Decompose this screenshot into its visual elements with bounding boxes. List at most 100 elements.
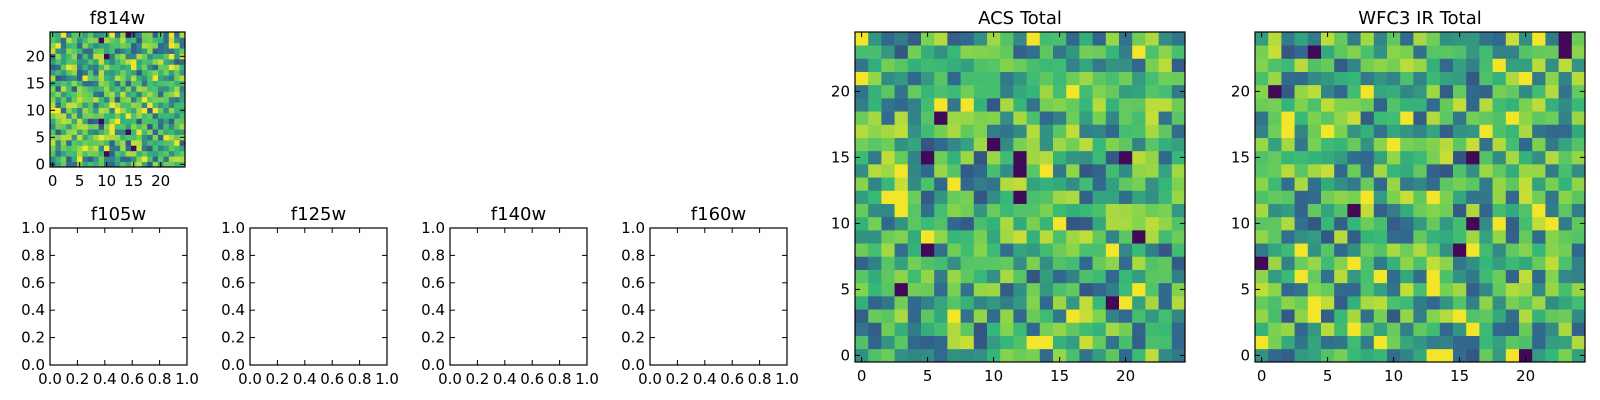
heatmap-cell	[1558, 296, 1573, 310]
heatmap-cell	[1519, 137, 1533, 152]
heatmap-cell	[1532, 322, 1546, 336]
heatmap-cell	[1000, 243, 1014, 257]
heatmap-cell	[1479, 45, 1493, 59]
heatmap-cell	[1105, 256, 1120, 270]
heatmap-cell	[1307, 71, 1322, 86]
heatmap-cell	[1255, 164, 1269, 178]
heatmap-cell	[1400, 71, 1414, 86]
heatmap-cell	[93, 80, 99, 87]
heatmap-cell	[136, 48, 143, 54]
heatmap-cell	[1505, 164, 1520, 178]
heatmap-cell	[125, 75, 132, 81]
heatmap-cell	[881, 190, 895, 204]
y-tick-label: 1.0	[421, 219, 445, 237]
heatmap-cell	[1479, 71, 1493, 86]
heatmap-cell	[1413, 296, 1427, 310]
heatmap-cell	[1360, 124, 1375, 138]
heatmap-cell	[1281, 282, 1295, 297]
heatmap-cell	[87, 150, 94, 157]
heatmap-cell	[1373, 243, 1388, 257]
heatmap-cell	[152, 145, 159, 152]
heatmap-cell	[1307, 84, 1322, 99]
heatmap-cell	[881, 230, 895, 244]
heatmap-cell	[947, 45, 961, 59]
heatmap-cell	[1281, 137, 1295, 152]
heatmap-cell	[881, 322, 895, 336]
heatmap-cell	[55, 145, 62, 152]
heatmap-cell	[93, 48, 99, 54]
heatmap-cell	[168, 113, 175, 119]
axes-frame	[649, 227, 788, 366]
panel-title: f140w	[491, 204, 546, 225]
heatmap-cell	[87, 91, 94, 98]
heatmap-cell	[1558, 98, 1573, 112]
heatmap-cell	[1360, 348, 1375, 363]
heatmap-cell	[894, 84, 909, 99]
heatmap-cell	[1000, 177, 1014, 191]
heatmap-cell	[921, 256, 935, 270]
x-tick-label: 0.4	[693, 370, 717, 388]
heatmap-cell	[1039, 71, 1054, 86]
heatmap-cell	[1171, 243, 1186, 257]
heatmap-cell	[1387, 296, 1401, 310]
heatmap-cell	[71, 69, 78, 76]
panel-title: f105w	[91, 204, 146, 225]
heatmap-cell	[55, 64, 62, 71]
heatmap-cell	[987, 177, 1001, 191]
heatmap-cell	[1439, 335, 1454, 350]
heatmap-cell	[1092, 335, 1107, 350]
heatmap-cell	[868, 190, 882, 204]
heatmap-cell	[87, 156, 94, 162]
heatmap-cell	[934, 216, 948, 231]
heatmap-cell	[147, 59, 153, 65]
heatmap-cell	[1026, 98, 1041, 112]
heatmap-cell	[1571, 32, 1586, 46]
heatmap-cell	[1039, 98, 1054, 112]
heatmap-cell	[1334, 296, 1348, 310]
heatmap-cell	[136, 75, 143, 81]
heatmap-cell	[1479, 58, 1493, 72]
heatmap-cell	[163, 140, 170, 146]
heatmap-cell	[87, 134, 94, 141]
heatmap-cell	[87, 96, 94, 103]
heatmap-cell	[163, 161, 170, 168]
heatmap-cell	[921, 177, 935, 191]
heatmap-cell	[1505, 98, 1520, 112]
heatmap-cell	[1479, 256, 1493, 270]
heatmap-cell	[973, 58, 988, 72]
heatmap-cell	[87, 48, 94, 54]
heatmap-cell	[1132, 309, 1146, 323]
heatmap-cell	[1092, 230, 1107, 244]
heatmap-cell	[147, 102, 153, 108]
heatmap-cell	[1039, 124, 1054, 138]
heatmap-cell	[1119, 124, 1133, 138]
heatmap-cell	[50, 64, 56, 71]
heatmap-cell	[125, 150, 132, 157]
heatmap-cell	[93, 37, 99, 44]
heatmap-cell	[1000, 111, 1014, 125]
heatmap-cell	[1571, 84, 1586, 99]
heatmap-cell	[55, 69, 62, 76]
heatmap-cell	[1505, 309, 1520, 323]
heatmap-cell	[136, 42, 143, 49]
heatmap-cell	[163, 37, 170, 44]
heatmap-cell	[1492, 111, 1507, 125]
heatmap-cell	[136, 113, 143, 119]
heatmap-cell	[120, 134, 126, 141]
heatmap-cell	[1545, 124, 1559, 138]
heatmap-cell	[868, 282, 882, 297]
heatmap-cell	[855, 322, 869, 336]
heatmap-cell	[1413, 58, 1427, 72]
heatmap-cell	[152, 150, 159, 157]
heatmap-cell	[82, 69, 89, 76]
x-tick-label: 0.2	[465, 370, 489, 388]
heatmap-cell	[960, 32, 975, 46]
heatmap-cell	[855, 256, 869, 270]
heatmap-cell	[1307, 164, 1322, 178]
heatmap-cell	[1158, 269, 1173, 284]
heatmap-cell	[55, 80, 62, 87]
heatmap-cell	[1347, 111, 1361, 125]
heatmap-cell	[1334, 164, 1348, 178]
heatmap-cell	[960, 177, 975, 191]
heatmap-cell	[71, 48, 78, 54]
